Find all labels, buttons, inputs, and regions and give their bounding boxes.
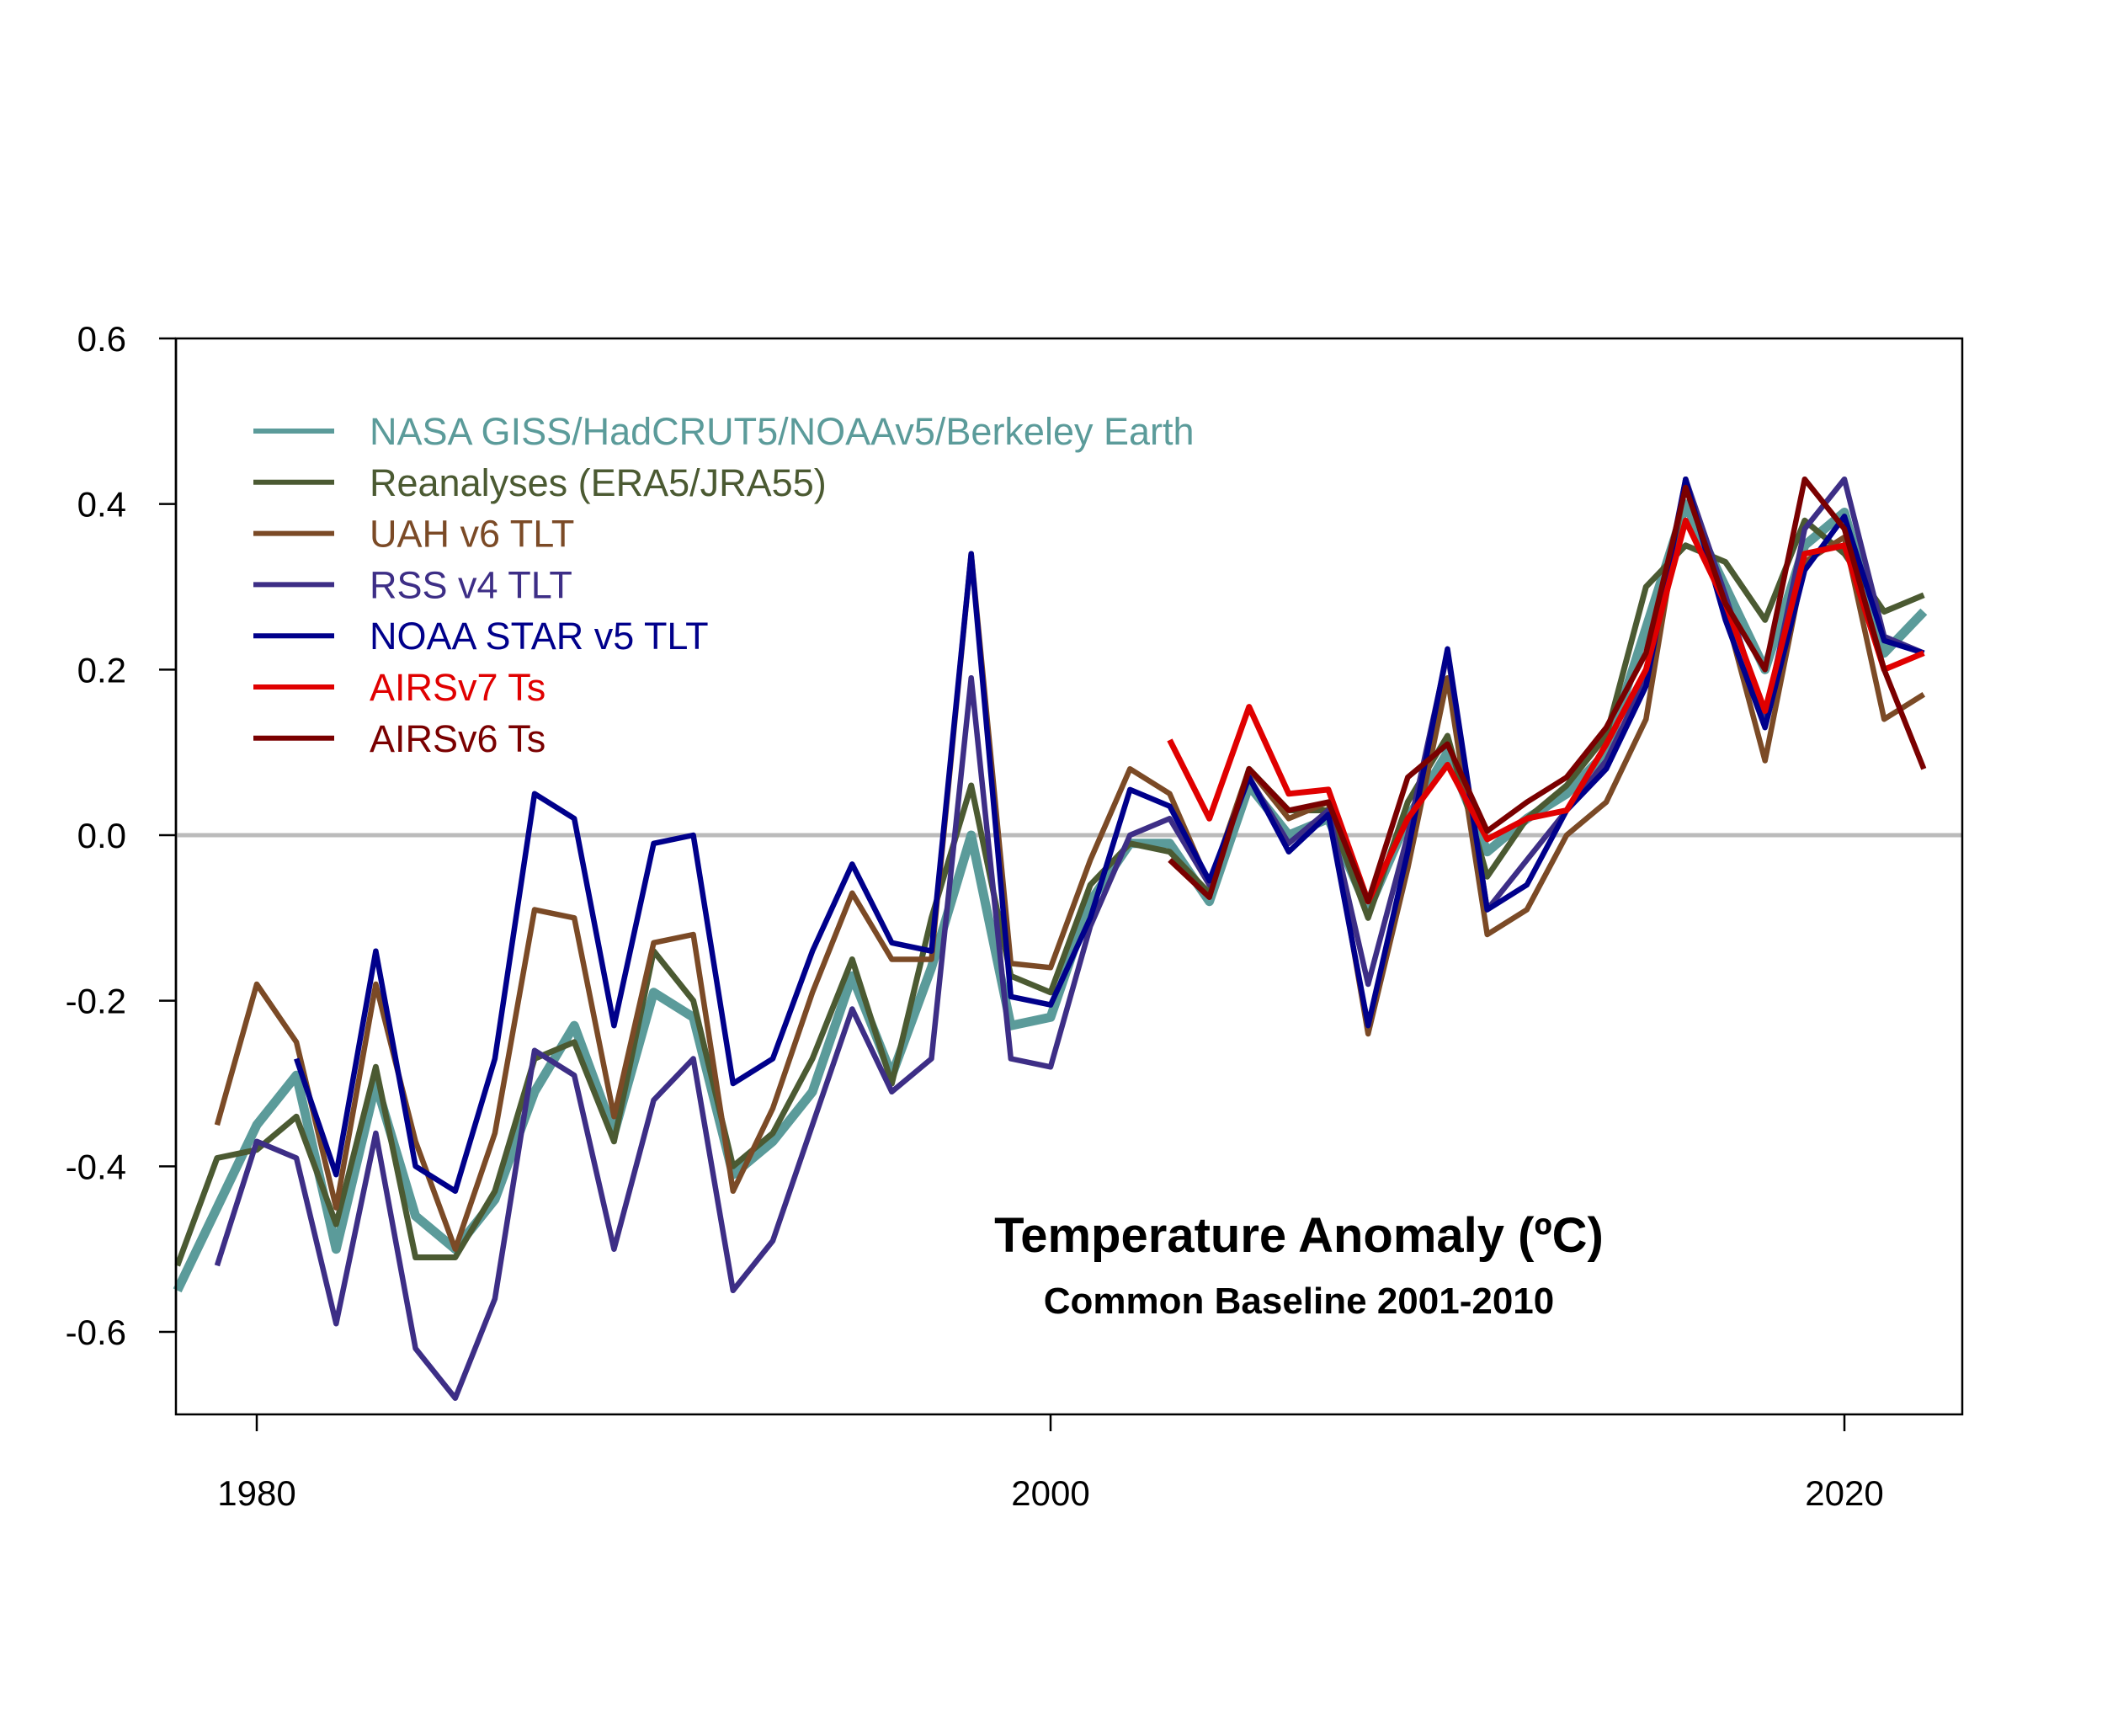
- y-tick-label: -0.2: [66, 982, 126, 1021]
- legend-label: RSS v4 TLT: [370, 563, 572, 606]
- legend-label: Reanalyses (ERA5/JRA55): [370, 461, 827, 504]
- legend-label: AIRSv7 Ts: [370, 666, 545, 709]
- x-tick-label: 2020: [1805, 1473, 1883, 1513]
- legend-label: AIRSv6 Ts: [370, 717, 545, 760]
- legend-item: NOAA STAR v5 TLT: [253, 615, 709, 658]
- series-lines: [173, 476, 1928, 1401]
- chart-subtitle: Common Baseline 2001-2010: [1044, 1281, 1555, 1322]
- y-tick-label: 0.6: [77, 319, 126, 359]
- legend: NASA GISS/HadCRUT5/NOAAv5/Berkeley Earth…: [253, 410, 1195, 760]
- legend-item: AIRSv6 Ts: [253, 717, 545, 760]
- series-line-reanalyses-era5-jra55: [174, 517, 1925, 1267]
- legend-item: NASA GISS/HadCRUT5/NOAAv5/Berkeley Earth: [253, 410, 1195, 453]
- x-tick-label: 2000: [1011, 1473, 1089, 1513]
- legend-label: UAH v6 TLT: [370, 513, 574, 556]
- legend-label: NOAA STAR v5 TLT: [370, 615, 709, 658]
- legend-item: UAH v6 TLT: [253, 513, 574, 556]
- legend-item: RSS v4 TLT: [253, 563, 572, 606]
- plot-frame: [174, 337, 1964, 1416]
- chart-title: Temperature Anomaly (ºC): [994, 1208, 1604, 1263]
- y-tick-label: 0.0: [77, 816, 126, 855]
- legend-label: NASA GISS/HadCRUT5/NOAAv5/Berkeley Earth: [370, 410, 1195, 453]
- axes: 0.6 0.4 0.2 0.0 -0.2 -0.4 -0.6 1980 2000 2020: [66, 319, 1884, 1513]
- x-tick-label: 1980: [217, 1473, 295, 1513]
- legend-item: Reanalyses (ERA5/JRA55): [253, 461, 827, 504]
- series-line-rss-v4-tlt: [214, 476, 1925, 1401]
- y-tick-label: -0.6: [66, 1313, 126, 1352]
- legend-item: AIRSv7 Ts: [253, 666, 545, 709]
- y-tick-label: -0.4: [66, 1147, 126, 1186]
- series-line-uah-v6-tlt: [214, 476, 1926, 1252]
- y-tick-label: 0.2: [77, 650, 126, 690]
- series-line-airsv6-ts: [1168, 476, 1927, 904]
- y-tick-label: 0.4: [77, 485, 126, 525]
- series-line-airsv7-ts: [1167, 517, 1925, 905]
